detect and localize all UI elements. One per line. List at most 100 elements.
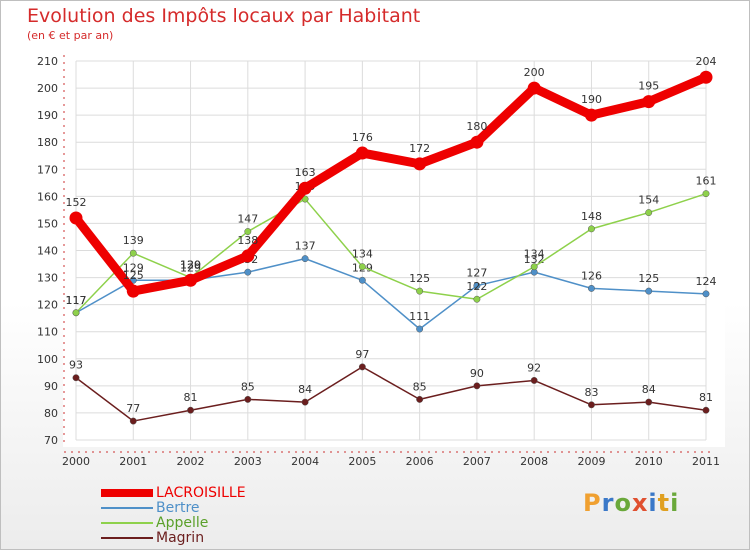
data-label: 200 <box>524 66 545 79</box>
data-label: 161 <box>696 175 717 188</box>
data-point <box>702 406 710 414</box>
data-point <box>241 249 255 263</box>
x-tick-label: 2004 <box>291 455 319 468</box>
data-point <box>473 282 481 290</box>
data-label: 163 <box>295 166 316 179</box>
legend-swatch <box>101 537 153 539</box>
data-point <box>470 135 484 149</box>
legend-label: Magrin <box>156 530 205 546</box>
legend-swatch <box>101 522 153 524</box>
data-label: 138 <box>237 234 258 247</box>
proxiti-logo: Proxiti <box>583 489 680 517</box>
data-label: 92 <box>527 361 541 374</box>
legend-swatch <box>101 507 153 509</box>
data-label: 122 <box>466 280 487 293</box>
data-point <box>129 249 137 257</box>
data-point <box>473 295 481 303</box>
data-point <box>416 287 424 295</box>
data-point <box>416 395 424 403</box>
data-point <box>588 225 595 233</box>
data-label: 172 <box>409 142 430 155</box>
x-tick-label: 2009 <box>577 455 605 468</box>
x-tick-label: 2006 <box>406 455 434 468</box>
data-label: 77 <box>126 402 140 415</box>
data-point <box>358 363 366 371</box>
data-point <box>301 195 309 203</box>
data-point <box>473 382 481 390</box>
data-label: 81 <box>184 391 198 404</box>
data-point <box>244 228 252 236</box>
data-label: 84 <box>642 383 656 396</box>
data-label: 84 <box>298 383 312 396</box>
data-label: 180 <box>466 120 487 133</box>
legend-label: Bertre <box>156 500 200 516</box>
data-label: 117 <box>66 294 87 307</box>
x-tick-label: 2011 <box>692 455 720 468</box>
data-point <box>413 157 427 171</box>
data-label: 129 <box>180 261 201 274</box>
data-point <box>645 287 653 295</box>
y-tick-label: 190 <box>37 109 58 122</box>
data-point <box>530 263 538 271</box>
chart-subtitle: (en € et par an) <box>27 29 114 42</box>
data-label: 124 <box>696 275 717 288</box>
series-line-appelle <box>75 192 707 314</box>
data-label: 147 <box>237 213 258 226</box>
data-point <box>301 255 309 263</box>
y-tick-label: 70 <box>44 434 58 447</box>
data-label: 83 <box>584 386 598 399</box>
data-point <box>416 325 424 333</box>
data-label: 134 <box>352 248 373 261</box>
data-point <box>244 268 252 276</box>
data-point <box>702 290 710 298</box>
y-tick-label: 180 <box>37 136 58 149</box>
legend-swatch <box>101 489 153 497</box>
x-tick-label: 2007 <box>463 455 491 468</box>
data-label: 195 <box>638 80 659 93</box>
data-point <box>588 284 595 292</box>
y-tick-label: 160 <box>37 190 58 203</box>
data-point <box>355 146 369 160</box>
y-tick-label: 90 <box>44 380 58 393</box>
data-label: 129 <box>180 258 201 271</box>
y-tick-label: 210 <box>37 55 58 68</box>
y-tick-label: 100 <box>37 353 58 366</box>
data-point <box>527 81 541 95</box>
y-tick-label: 170 <box>37 163 58 176</box>
data-point <box>129 417 137 425</box>
data-label: 85 <box>241 380 255 393</box>
legend-label: Appelle <box>156 515 209 531</box>
data-label: 130 <box>180 259 201 272</box>
data-point <box>244 395 252 403</box>
data-point <box>126 284 140 298</box>
data-label: 97 <box>355 348 369 361</box>
data-point <box>72 374 80 382</box>
data-point <box>358 276 366 284</box>
data-point <box>702 190 710 198</box>
data-point <box>69 211 83 225</box>
y-tick-label: 200 <box>37 82 58 95</box>
data-label: 134 <box>524 248 545 261</box>
data-point <box>642 95 656 109</box>
data-point <box>530 376 538 384</box>
x-tick-label: 2002 <box>177 455 205 468</box>
y-tick-label: 110 <box>37 326 58 339</box>
data-point <box>72 309 80 317</box>
data-label: 125 <box>638 272 659 285</box>
data-point <box>298 181 312 195</box>
y-tick-label: 130 <box>37 272 58 285</box>
data-point <box>588 401 595 409</box>
data-label: 125 <box>409 272 430 285</box>
data-point <box>187 406 194 414</box>
data-point <box>699 70 713 84</box>
data-label: 129 <box>123 261 144 274</box>
y-tick-label: 120 <box>37 299 58 312</box>
series-line-magrin <box>75 366 707 422</box>
data-label: 176 <box>352 131 373 144</box>
data-label: 152 <box>66 196 87 209</box>
chart-title: Evolution des Impôts locaux par Habitant <box>27 5 421 27</box>
data-label: 204 <box>696 55 717 68</box>
data-label: 117 <box>66 294 87 307</box>
